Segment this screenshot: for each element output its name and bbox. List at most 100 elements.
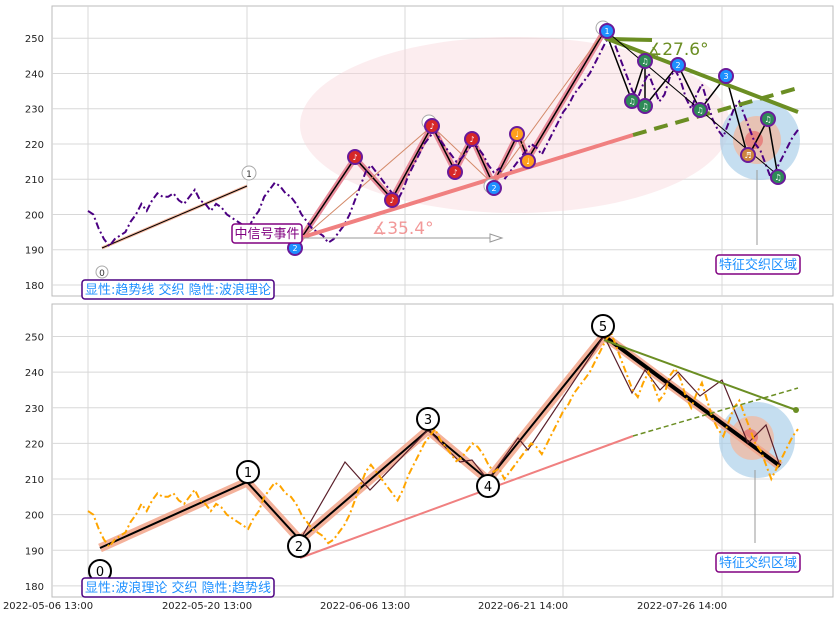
- price-line: [87, 32, 799, 248]
- wave-number-label: 3: [424, 413, 432, 428]
- zone-label-box: [715, 254, 801, 275]
- signal-marker-label: 2: [675, 61, 680, 70]
- signal-marker: [464, 131, 480, 147]
- support-trend-line: [299, 435, 634, 559]
- signal-marker-label: ♪: [429, 122, 434, 131]
- panel-1: 180 190 200 210 220 230 240 250 ∡27.6° ∡35.4° 0 1 2 1…: [25, 5, 834, 300]
- support-trend-line: [299, 133, 634, 240]
- wave-number-marker: [236, 460, 260, 484]
- signal-marker: [520, 153, 536, 169]
- zone-label-box: [715, 552, 801, 573]
- signal-marker-label: 3: [723, 72, 728, 81]
- signal-marker-label: ♫: [774, 173, 781, 182]
- wave-number-label: 4: [484, 480, 492, 495]
- signal-marker-label: ♪: [469, 135, 474, 144]
- event-label-box: [231, 223, 303, 244]
- angle-arrow: [489, 233, 504, 243]
- y-tick-label: 180: [25, 281, 44, 292]
- signal-marker: [509, 126, 525, 142]
- signal-marker: [637, 53, 653, 69]
- y-tick-label: 250: [25, 333, 44, 344]
- y-tick-label: 190: [25, 246, 44, 257]
- wave-number-label: 5: [599, 320, 607, 335]
- x-tick-label: 2022-06-06 13:00: [320, 601, 410, 612]
- signal-marker: [347, 149, 363, 165]
- x-tick-label: 2022-07-26 14:00: [637, 601, 727, 612]
- wave-tail: [604, 29, 779, 178]
- signal-marker-label: ♫: [764, 115, 771, 124]
- angle-resist-label: ∡27.6°: [647, 40, 709, 60]
- wave-number-marker: [416, 407, 440, 431]
- y-tick-label: 230: [25, 404, 44, 415]
- y-tick-label: 250: [25, 34, 44, 45]
- signal-marker-label: 2: [491, 184, 496, 193]
- signal-marker: [384, 192, 400, 208]
- signal-marker-label: ♫: [696, 106, 703, 115]
- signal-marker: [637, 98, 653, 114]
- info-label-box: [81, 279, 275, 300]
- plot-frame: [51, 303, 834, 598]
- signal-marker-label: ♫: [628, 97, 635, 106]
- support-trend-extension: [632, 387, 799, 437]
- signal-marker-label: ♩: [526, 157, 530, 166]
- signal-marker: [447, 164, 463, 180]
- wave-outer: [299, 29, 606, 241]
- wave-number-marker: [591, 314, 615, 338]
- info-label-box: [81, 577, 275, 598]
- wave-number-label: 1: [244, 466, 252, 481]
- y-tick-label: 240: [25, 69, 44, 80]
- resist-trend-line: [604, 36, 799, 114]
- signal-marker-label: 2: [292, 244, 297, 253]
- wave-number-marker: [287, 534, 311, 558]
- wave-number-label: 0: [96, 565, 104, 580]
- wave-5-down: [602, 334, 782, 468]
- y-tick-label: 230: [25, 105, 44, 116]
- panel-2: 180 190 200 210 220 230 2 4 0 250 2022-05-06 13:00…: [3, 303, 834, 612]
- signal-marker: [670, 57, 686, 73]
- wave-0-marker: [95, 265, 109, 279]
- angle-support-label: ∡35.4°: [372, 219, 434, 239]
- info-label: 显性:趋势线 交织 隐性:波浪理论: [85, 282, 271, 298]
- signal-marker-label: ♬: [744, 151, 751, 160]
- wave-0-label: 0: [99, 269, 105, 279]
- signal-marker: [770, 169, 786, 185]
- y-tick-label: 190: [25, 546, 44, 557]
- zone-label: 特征交织区域: [719, 555, 797, 571]
- signal-marker-label: ♪: [389, 196, 394, 205]
- y-tick-label: 210: [25, 175, 44, 186]
- wave-1-label: 1: [246, 170, 252, 180]
- wave-1-marker: [241, 165, 257, 181]
- x-tick-label: 2022-05-06 13:00: [3, 601, 93, 612]
- resist-trend-base: [609, 37, 653, 42]
- wave-number-label: 2: [295, 540, 303, 555]
- x-tick-label: 2022-06-21 14:00: [478, 601, 568, 612]
- info-label: 显性:波浪理论 交织 隐性:趋势线: [85, 580, 271, 596]
- wave-1: [101, 185, 248, 249]
- y-tick-label: 200: [25, 210, 44, 221]
- signal-marker-label: ♪: [352, 153, 357, 162]
- y-tick-label: 220: [25, 140, 44, 151]
- signal-marker: [760, 111, 776, 127]
- event-label: 中信号事件: [234, 227, 299, 242]
- signal-marker-label: ♫: [641, 102, 648, 111]
- signal-marker: [718, 68, 734, 84]
- signal-marker-label: ♩: [515, 130, 519, 139]
- signal-marker: [424, 118, 440, 134]
- price-line: [87, 330, 799, 549]
- y-tick-label: 200: [25, 511, 44, 522]
- signal-marker: [740, 147, 756, 163]
- signal-marker: [692, 102, 708, 118]
- x-tick-label: 2022-05-20 13:00: [162, 601, 252, 612]
- y-tick-label: 220: [25, 439, 44, 450]
- resist-end-dot: [793, 407, 799, 413]
- wave-number-marker: [476, 474, 500, 498]
- signal-marker-label: ♫: [641, 57, 648, 66]
- y-tick-label: 210: [25, 475, 44, 486]
- y-tick-label: 180: [25, 582, 44, 593]
- support-trend-extension: [632, 86, 799, 137]
- resist-trend-line: [603, 339, 797, 411]
- zone-label: 特征交织区域: [719, 257, 797, 273]
- signal-marker-label: ♪: [452, 168, 457, 177]
- signal-marker-label: 1: [604, 27, 609, 36]
